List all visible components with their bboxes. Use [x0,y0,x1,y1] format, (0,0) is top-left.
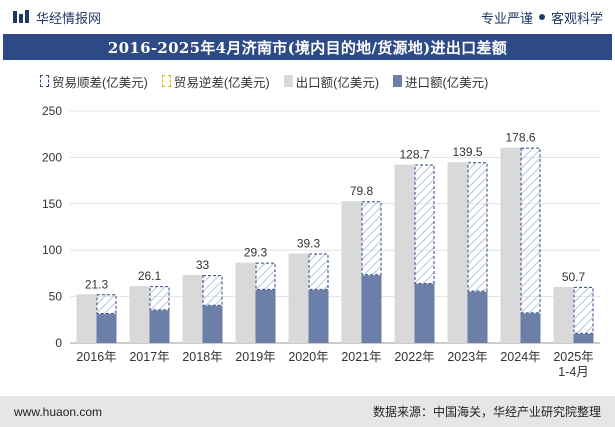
import-bar [255,289,276,343]
legend-item-export: 出口额(亿美元) [283,72,379,91]
data-label: 50.7 [562,270,586,284]
legend-swatch-import [392,75,402,87]
chart-legend: 贸易顺差(亿美元) 贸易逆差(亿美元) 出口额(亿美元) 进口额(亿美元) [40,72,488,90]
import-bar [414,283,435,343]
brand: 华经情报网 [12,8,101,27]
legend-item-deficit: 贸易逆差(亿美元) [161,72,270,91]
data-label: 79.8 [350,184,374,198]
y-tick-label: 50 [49,290,63,304]
x-tick-label: 2020年 [288,350,328,364]
x-tick-label: 2025年 1-4月 [553,350,593,379]
y-tick-label: 250 [42,104,62,118]
brand-logo-icon [13,10,29,23]
import-bar [520,313,541,343]
surplus-bar [96,294,117,315]
labels: 0 50 100 150 200 250 21.3 2016年 26.1 2017年 33 2018年… [42,104,594,379]
import-bar [149,310,170,343]
x-tick-label-line: 2024年 [500,350,540,364]
x-tick-label-line: 2020年 [288,350,328,364]
surplus-bar [573,286,594,334]
export-bar [288,253,309,343]
y-tick-label: 150 [42,197,62,211]
export-bar [129,286,150,343]
legend-swatch-surplus [40,75,49,87]
x-tick-label-line: 2017年 [129,350,169,364]
x-tick-label: 2023年 [447,350,487,364]
footer-website: www.huaon.com [14,404,103,419]
chart-title: 2016-2025年4月济南市(境内目的地/货源地)进出口差额 [3,34,612,60]
import-bar [308,289,329,343]
data-label: 21.3 [85,277,109,291]
bars [76,147,594,343]
footer-source: 数据来源：中国海关，华经产业研究院整理 [372,405,601,419]
x-tick-label-line: 2023年 [447,350,487,364]
x-tick-label-line: 2022年 [394,350,434,364]
surplus-bar [149,286,170,311]
y-tick-label: 100 [42,243,62,257]
legend-label-deficit: 贸易逆差(亿美元) [173,75,270,90]
data-label: 29.3 [244,246,268,260]
legend-item-import: 进口额(亿美元) [392,72,489,91]
x-tick-label: 2016年 [76,350,116,364]
tagline: 专业严谨 客观科学 [481,8,603,27]
legend-label-import: 进口额(亿美元) [404,75,489,90]
separator-dot-icon [538,14,545,20]
x-tick-label: 2019年 [235,350,275,364]
x-tick-label: 2021年 [341,350,381,364]
brand-name: 华经情报网 [36,10,102,26]
export-bar [341,201,362,343]
legend-swatch-deficit [161,75,171,87]
export-bar [500,147,521,343]
legend-label-export: 出口额(亿美元) [295,75,379,90]
x-tick-label: 2022年 [394,350,434,364]
surplus-bar [361,201,382,276]
x-tick-label-line: 2016年 [76,350,116,364]
surplus-bar [308,253,329,290]
legend-swatch-export [283,75,293,87]
bar-chart: 0 50 100 150 200 250 21.3 2016年 26.1 2017年 33 2018年… [42,104,600,379]
surplus-bar [255,262,276,290]
export-bar [394,164,415,343]
tagline-left: 专业严谨 [480,10,533,26]
import-bar [202,305,223,343]
x-tick-label: 2018年 [182,350,222,364]
export-bar [447,162,468,343]
x-tick-label-line: 2018年 [182,350,222,364]
import-bar [467,291,488,343]
tagline-right: 客观科学 [550,10,603,26]
x-tick-label-line: 2021年 [341,350,381,364]
data-label: 26.1 [138,269,162,283]
export-bar [235,262,256,343]
y-tick-label: 0 [55,336,62,350]
data-label: 39.3 [297,236,321,250]
x-tick-label-line: 1-4月 [558,365,589,379]
x-tick-label: 2017年 [129,350,169,364]
export-bar [76,294,97,343]
footer: www.huaon.com 数据来源：中国海关，华经产业研究院整理 [0,396,615,427]
data-label: 128.7 [399,148,429,162]
surplus-bar [520,147,541,314]
surplus-bar [467,162,488,292]
y-tick-label: 200 [42,150,62,164]
data-label: 33 [196,258,210,272]
legend-label-surplus: 贸易顺差(亿美元) [52,75,148,90]
x-tick-label-line: 2019年 [235,350,275,364]
x-tick-label-line: 2025年 [553,350,593,364]
surplus-bar [202,275,223,306]
data-label: 139.5 [452,145,482,159]
import-bar [96,314,117,343]
export-bar [553,286,574,343]
import-bar [573,333,594,343]
x-tick-label: 2024年 [500,350,540,364]
import-bar [361,275,382,343]
top-bar: 华经情报网 专业严谨 客观科学 [0,0,615,34]
surplus-bar [414,164,435,284]
legend-item-surplus: 贸易顺差(亿美元) [40,72,148,91]
data-label: 178.6 [505,131,535,145]
export-bar [182,275,203,343]
